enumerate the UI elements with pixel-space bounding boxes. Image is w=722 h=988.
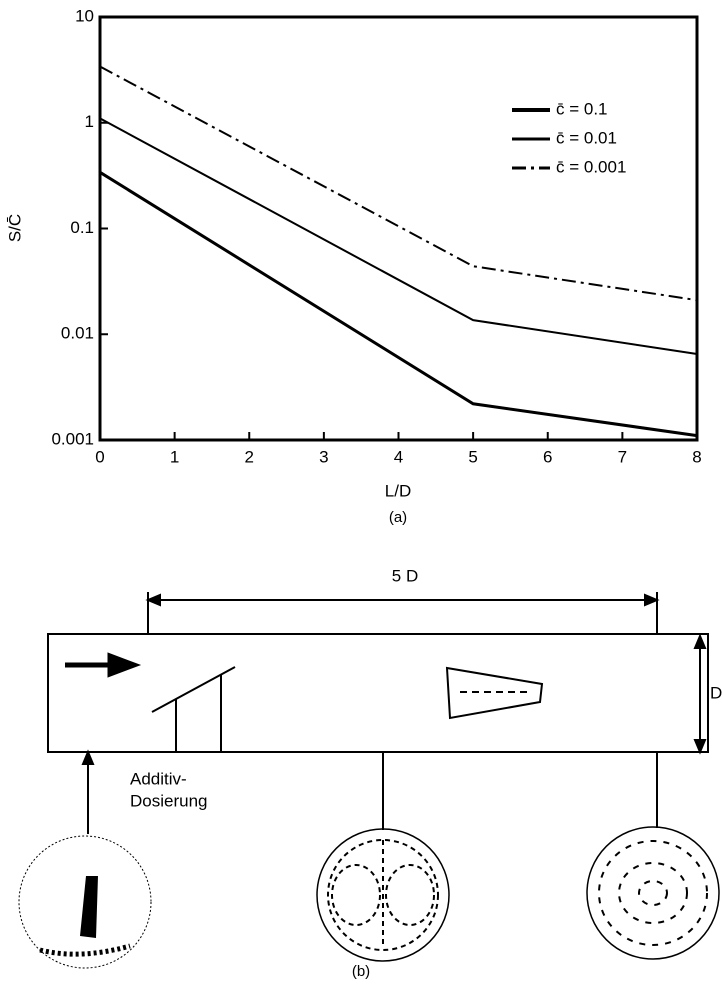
caption: (a) [389, 509, 407, 526]
y-tick-label: 0.1 [70, 218, 94, 237]
legend-label: c̄ = 0.01 [556, 128, 617, 147]
caption: (b) [352, 963, 370, 980]
vortex-pattern [328, 840, 438, 950]
inlet-arrow [83, 752, 93, 764]
pipe [48, 634, 708, 752]
inlet-label: Additiv- [130, 769, 187, 788]
x-tick-label: 7 [618, 447, 627, 466]
figure: 5 D D Additiv- Dosierung (b) (a) L/D S/C… [0, 0, 722, 988]
x-tick-label: 3 [319, 447, 328, 466]
y-tick-label: 1 [85, 112, 94, 131]
legend-label: c̄ = 0.001 [556, 157, 626, 176]
cross-section [587, 827, 719, 959]
data-line [100, 172, 697, 435]
y-tick-label: 0.001 [51, 429, 94, 448]
x-tick-label: 2 [245, 447, 254, 466]
y-tick-label: 10 [75, 6, 94, 25]
flow-arrow [65, 656, 134, 674]
y-axis-label: S/C̄ [5, 214, 24, 242]
mixer-diagram: 5 D D Additiv- Dosierung (b) [19, 566, 722, 979]
y-tick-label: 0.01 [61, 324, 94, 343]
dispersion-pattern [599, 841, 707, 945]
x-tick-label: 4 [394, 447, 403, 466]
data-line [100, 118, 697, 354]
inlet-label: Dosierung [130, 791, 208, 810]
x-tick-label: 8 [692, 447, 701, 466]
x-tick-label: 0 [95, 447, 104, 466]
x-tick-label: 1 [170, 447, 179, 466]
x-tick-label: 5 [468, 447, 477, 466]
x-axis-label: L/D [385, 481, 411, 500]
mixer-plate [152, 667, 235, 712]
additive-plume [80, 876, 98, 938]
legend-label: c̄ = 0.1 [556, 99, 608, 118]
diameter-label: D [710, 683, 722, 702]
x-tick-label: 6 [543, 447, 552, 466]
additive-plume [40, 946, 130, 954]
length-label: 5 D [392, 566, 418, 585]
